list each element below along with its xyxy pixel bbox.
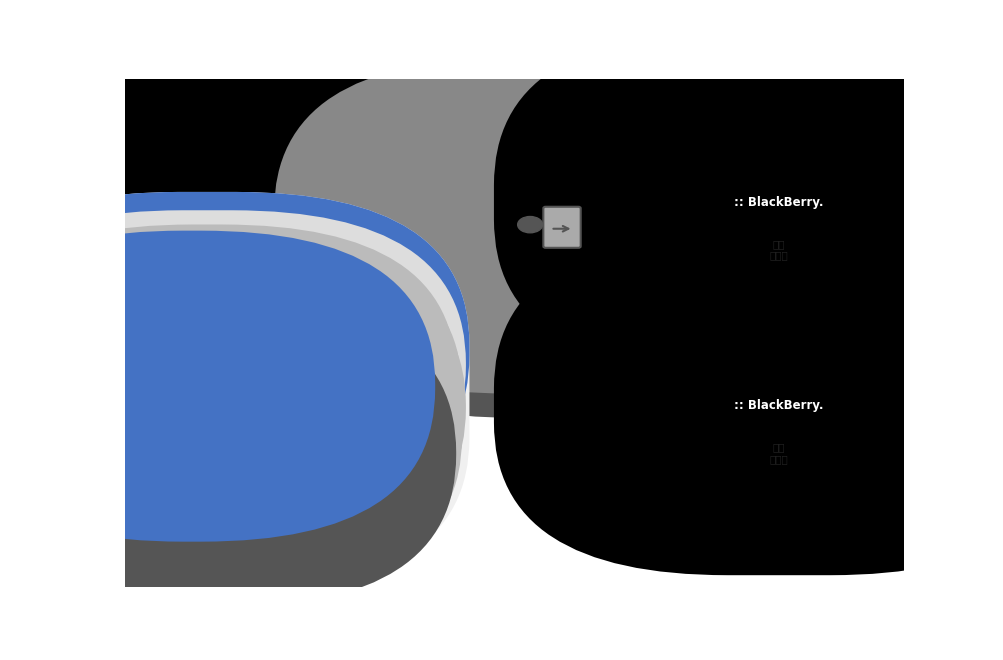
FancyBboxPatch shape — [59, 43, 681, 395]
Text: 센터입니다.: 센터입니다. — [759, 171, 797, 184]
FancyBboxPatch shape — [740, 496, 816, 508]
FancyBboxPatch shape — [174, 195, 256, 248]
FancyBboxPatch shape — [302, 97, 780, 413]
Circle shape — [518, 216, 542, 233]
Circle shape — [206, 215, 224, 228]
Text: 중요한 문서는 보  ;: 중요한 문서는 보 ; — [300, 504, 389, 519]
Text: Microsoft Intune: Microsoft Intune — [723, 161, 833, 174]
Text: Microsoft Intune: Microsoft Intune — [478, 190, 588, 203]
FancyBboxPatch shape — [493, 236, 1003, 576]
FancyBboxPatch shape — [0, 192, 469, 590]
Text: :: BlackBerry.: :: BlackBerry. — [297, 209, 443, 228]
FancyBboxPatch shape — [0, 281, 461, 590]
Text: ✓: ✓ — [273, 506, 296, 534]
Text: Conditional: Conditional — [184, 290, 247, 300]
FancyBboxPatch shape — [715, 378, 842, 485]
Text: Office 365: Office 365 — [177, 176, 253, 189]
Text: :: BlackBerry.: :: BlackBerry. — [733, 195, 823, 209]
Text: 호되는관리   ▏: 호되는관리 ▏ — [324, 527, 395, 542]
FancyBboxPatch shape — [0, 211, 465, 519]
Text: 위협
수정됨: 위협 수정됨 — [769, 442, 787, 464]
Text: 조건부: 조건부 — [205, 275, 225, 285]
FancyBboxPatch shape — [0, 253, 465, 562]
FancyBboxPatch shape — [0, 267, 455, 576]
FancyBboxPatch shape — [543, 207, 580, 248]
Text: 위협
수정됨: 위협 수정됨 — [769, 239, 787, 261]
Text: 조건부 액세스  ;: 조건부 액세스 ; — [300, 478, 375, 493]
Text: 수정: 수정 — [339, 284, 355, 297]
Text: 올랜시 dashboard: 올랜시 dashboard — [730, 364, 826, 377]
Polygon shape — [763, 483, 794, 498]
FancyBboxPatch shape — [0, 300, 455, 607]
Text: 경고: 경고 — [339, 267, 355, 280]
FancyBboxPatch shape — [726, 388, 830, 475]
Text: Access: Access — [196, 321, 234, 331]
FancyBboxPatch shape — [726, 185, 830, 271]
FancyBboxPatch shape — [0, 192, 469, 508]
FancyBboxPatch shape — [274, 59, 799, 393]
FancyBboxPatch shape — [0, 239, 461, 547]
Text: WiFi: WiFi — [382, 385, 420, 400]
FancyBboxPatch shape — [160, 323, 253, 465]
FancyBboxPatch shape — [493, 32, 1003, 372]
Text: :: BlackBerry.: :: BlackBerry. — [733, 399, 823, 412]
FancyBboxPatch shape — [498, 203, 584, 251]
FancyBboxPatch shape — [0, 224, 455, 533]
FancyBboxPatch shape — [283, 107, 799, 418]
FancyBboxPatch shape — [0, 230, 434, 542]
FancyBboxPatch shape — [192, 207, 238, 236]
FancyBboxPatch shape — [715, 174, 842, 282]
Polygon shape — [763, 280, 794, 295]
FancyBboxPatch shape — [740, 293, 816, 305]
Text: 액세스: 액세스 — [205, 306, 225, 315]
